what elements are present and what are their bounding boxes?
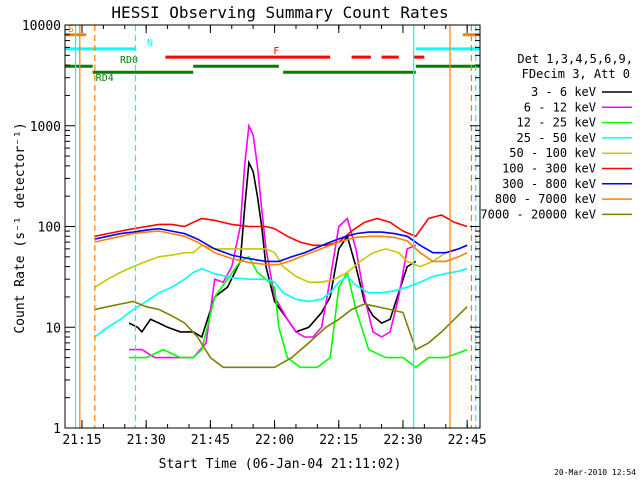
legend-label-8: 800 - 7000 keV	[495, 192, 596, 206]
series-line-6	[94, 214, 468, 247]
timestamp: 20-Mar-2010 12:54	[554, 468, 636, 477]
legend-label-9: 7000 - 20000 keV	[480, 207, 596, 221]
flag-label-n: N	[147, 38, 153, 49]
legend-label-4: 25 - 50 keV	[517, 131, 596, 145]
flag-label-f: F	[273, 46, 279, 57]
flag-label-rd0: RD0	[120, 55, 138, 66]
series-line-7	[94, 227, 468, 263]
x-tick-label-1: 21:15	[62, 433, 101, 448]
chart-title: HESSI Observing Summary Count Rates	[111, 3, 448, 22]
flag-label-s: S	[68, 24, 74, 35]
x-tick-label-7: 22:45	[448, 433, 487, 448]
x-axis-label: Start Time (06-Jan-04 21:11:02)	[159, 457, 402, 472]
y-ticks: 1 10 100 1000 10000	[22, 19, 480, 437]
x-tick-label-6: 22:30	[383, 433, 422, 448]
x-tick-label-3: 21:45	[191, 433, 230, 448]
legend: Det 1,3,4,5,6,9, FDecim 3, Att 0 3 - 6 k…	[480, 52, 633, 221]
x-tick-label-2: 21:30	[127, 433, 166, 448]
series-line-5	[94, 244, 468, 288]
y-tick-label-2: 10	[45, 321, 61, 336]
legend-label-6: 100 - 300 keV	[502, 162, 596, 176]
y-tick-label-4: 1000	[30, 120, 61, 135]
y-tick-label-1: 1	[53, 422, 61, 437]
series-line-4	[94, 267, 468, 338]
legend-label-7: 300 - 800 keV	[502, 177, 596, 191]
legend-header-line-1: Det 1,3,4,5,6,9,	[517, 52, 633, 66]
series-line-3	[129, 255, 468, 369]
series-line-9	[94, 300, 468, 369]
plot-series-layer	[94, 122, 468, 369]
flag-label-rd4: RD4	[96, 73, 114, 84]
legend-label-5: 50 - 100 keV	[509, 146, 596, 160]
y-tick-label-5: 10000	[22, 19, 61, 34]
series-line-2	[129, 122, 417, 359]
x-ticks: 21:15 21:30 21:45 22:00 22:15 22:30 22:45	[62, 25, 487, 448]
legend-label-2: 6 - 12 keV	[524, 100, 596, 114]
series-line-8	[94, 230, 468, 266]
legend-header-line-2: FDecim 3, Att 0	[522, 67, 630, 81]
legend-label-1: 3 - 6 keV	[531, 85, 596, 99]
x-tick-label-5: 22:15	[319, 433, 358, 448]
flag-bars-layer: S N F RD0 RD4	[65, 24, 480, 84]
y-tick-label-3: 100	[38, 221, 61, 236]
series-line-1	[128, 159, 417, 339]
y-axis-label: Count Rate (s⁻¹ detector⁻¹)	[13, 122, 28, 333]
x-tick-label-4: 22:00	[255, 433, 294, 448]
legend-label-3: 12 - 25 keV	[517, 116, 596, 130]
